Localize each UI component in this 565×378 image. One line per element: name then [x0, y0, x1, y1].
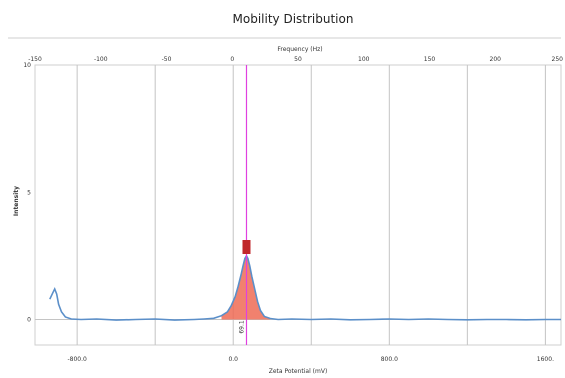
top-tick-label: 100	[358, 56, 370, 63]
peak-value-label: 69.1	[238, 320, 245, 334]
tick-labels: -800.0 0.0 800.0 1600. 0 5 10-150 -100 -50 0 50 100…	[23, 56, 563, 363]
top-tick-label: 200	[490, 56, 502, 63]
top-tick-label: -150	[28, 56, 42, 63]
marker-layer: 69.1	[238, 65, 251, 345]
top-axis-label: Frequency (Hz)	[277, 46, 322, 53]
chart-title: Mobility Distribution	[233, 12, 354, 26]
series-line	[49, 254, 561, 321]
x-tick-label: -800.0	[67, 356, 87, 363]
top-tick-label: 250	[552, 56, 564, 63]
top-tick-label: 50	[294, 56, 302, 63]
top-tick-label: 0	[230, 56, 234, 63]
y-axis-label: Intensity	[13, 186, 20, 216]
x-tick-label: 1600.	[537, 356, 554, 363]
series-lines	[49, 254, 561, 321]
y-tick-label: 10	[23, 62, 31, 69]
top-tick-label: -50	[162, 56, 172, 63]
top-tick-label: 150	[424, 56, 436, 63]
x-axis-label: Zeta Potential (mV)	[269, 368, 328, 375]
plot-frame	[34, 64, 562, 346]
y-tick-label: 5	[27, 189, 31, 196]
x-tick-label: 0.0	[228, 356, 238, 363]
peak-marker-box	[242, 240, 251, 254]
grid-lines	[35, 65, 561, 345]
y-tick-label: 0	[27, 317, 31, 324]
x-tick-label: 800.0	[381, 356, 398, 363]
top-tick-label: -100	[94, 56, 108, 63]
